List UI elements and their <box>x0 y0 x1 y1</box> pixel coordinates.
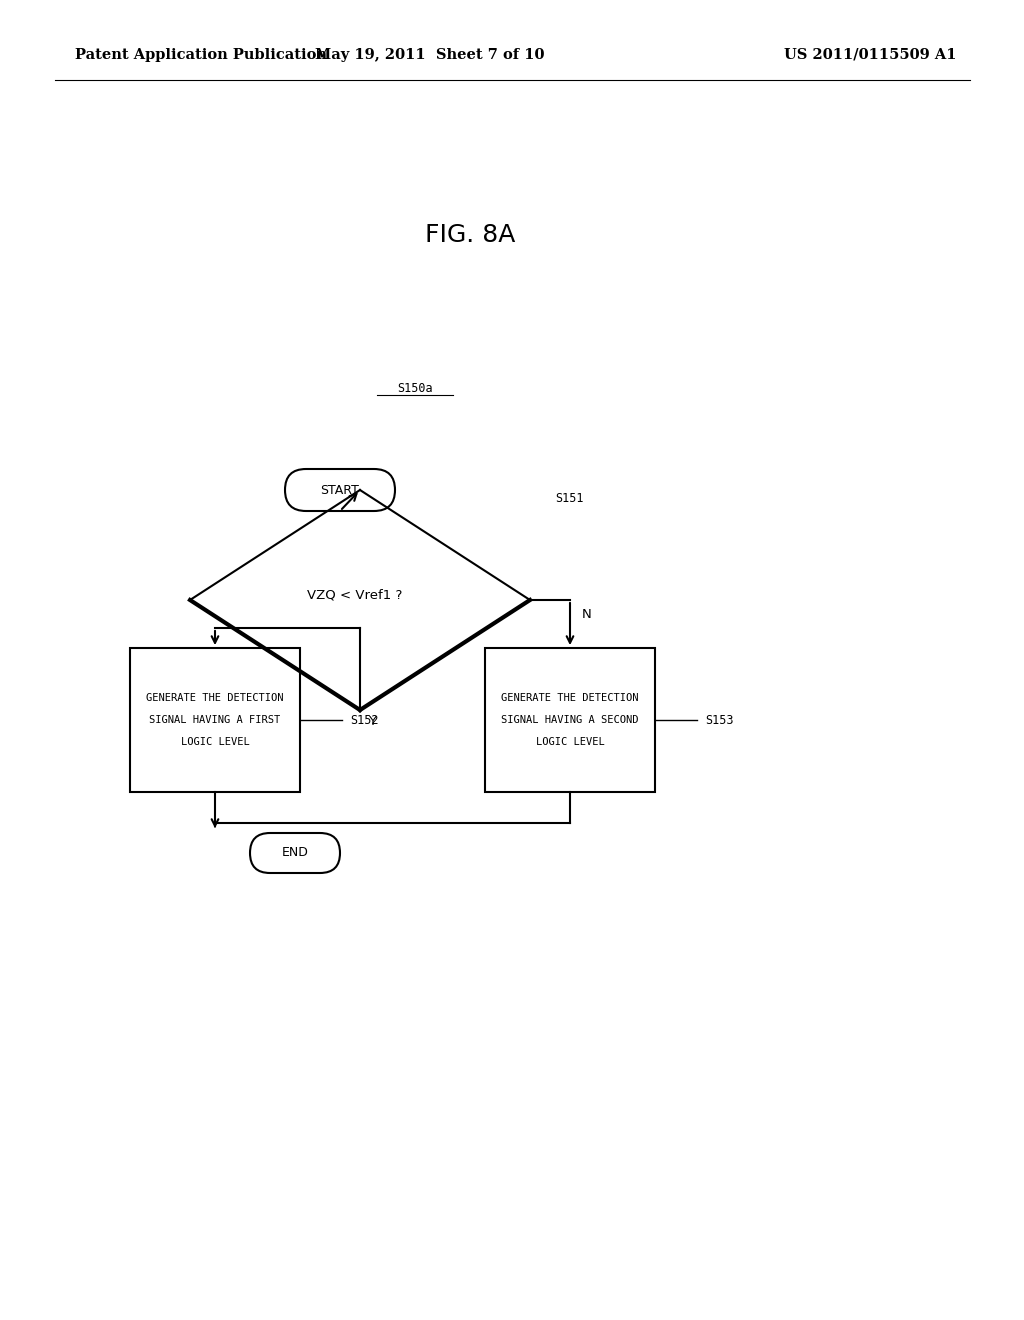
Text: GENERATE THE DETECTION: GENERATE THE DETECTION <box>146 693 284 704</box>
Text: SIGNAL HAVING A SECOND: SIGNAL HAVING A SECOND <box>502 715 639 725</box>
Text: LOGIC LEVEL: LOGIC LEVEL <box>536 737 604 747</box>
Bar <box>485 648 655 792</box>
Text: S153: S153 <box>705 714 733 726</box>
Text: S152: S152 <box>350 714 379 726</box>
Text: Y: Y <box>368 715 376 729</box>
Text: May 19, 2011  Sheet 7 of 10: May 19, 2011 Sheet 7 of 10 <box>315 48 545 62</box>
FancyBboxPatch shape <box>250 833 340 873</box>
Bar <box>130 648 300 792</box>
Text: S150a: S150a <box>397 381 433 395</box>
Text: GENERATE THE DETECTION: GENERATE THE DETECTION <box>502 693 639 704</box>
Text: SIGNAL HAVING A FIRST: SIGNAL HAVING A FIRST <box>150 715 281 725</box>
Text: Patent Application Publication: Patent Application Publication <box>75 48 327 62</box>
Text: FIG. 8A: FIG. 8A <box>425 223 515 247</box>
Text: LOGIC LEVEL: LOGIC LEVEL <box>180 737 250 747</box>
Text: N: N <box>582 609 592 620</box>
Text: END: END <box>282 846 308 859</box>
Text: VZQ < Vref1 ?: VZQ < Vref1 ? <box>307 589 402 602</box>
FancyBboxPatch shape <box>285 469 395 511</box>
Text: S151: S151 <box>555 492 584 506</box>
Text: START: START <box>321 483 359 496</box>
Text: US 2011/0115509 A1: US 2011/0115509 A1 <box>783 48 956 62</box>
